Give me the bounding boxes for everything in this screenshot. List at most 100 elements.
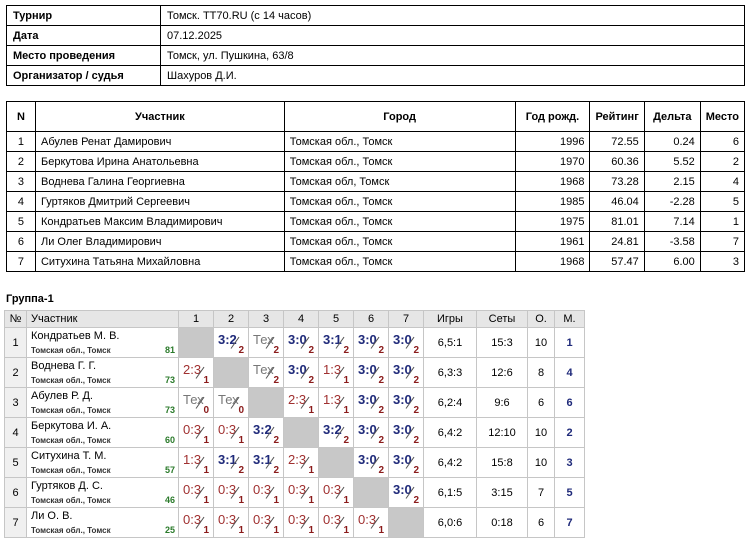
participant-delta: 6.00: [643, 251, 701, 272]
participant-name: Кондратьев Максим Владимирович: [34, 211, 285, 232]
match-result: 0:3 1: [319, 478, 353, 507]
tournament-info-table: Турнир Томск. TT70.RU (с 14 часов) Дата 07.…: [6, 5, 745, 86]
match-result-cell: 0:3 1: [318, 507, 354, 538]
match-points: 1: [203, 435, 209, 446]
match-result: 0:3 1: [179, 418, 213, 447]
match-points: 1: [203, 375, 209, 386]
group-title: Группа-1: [6, 293, 54, 305]
match-result: 0:3 1: [284, 478, 318, 507]
match-result: 3:0 2: [389, 418, 423, 447]
match-score: 3:1: [218, 452, 237, 467]
group-header-points: О.: [527, 310, 555, 328]
match-result-cell: 3:1 2: [213, 447, 249, 478]
match-result-cell: 0:3 1: [248, 507, 284, 538]
participant-name: Ситухина Татьяна Михайловна: [34, 251, 285, 272]
match-score: 3:2: [253, 422, 272, 437]
match-score: 3:0: [393, 482, 412, 497]
group-player-cell: Абулев Р. Д. Томская обл., Томск 73: [26, 387, 179, 418]
match-score: 2:3: [288, 392, 307, 407]
participant-place: 5: [699, 191, 746, 212]
participants-column-header: N: [6, 101, 36, 132]
match-result: 3:2 2: [214, 328, 248, 357]
match-result: 3:0 2: [354, 448, 388, 477]
match-result-cell: 3:0 2: [388, 477, 424, 508]
match-score: 0:3: [183, 422, 202, 437]
match-result-cell: 1:3 1: [318, 387, 354, 418]
participant-rating: 24.81: [589, 231, 645, 252]
group-player-city: Томская обл., Томск: [31, 466, 111, 475]
participant-delta: -2.28: [643, 191, 701, 212]
match-score: 0:3: [218, 512, 237, 527]
group-header-opponent: 1: [178, 310, 214, 328]
match-points: 1: [238, 495, 244, 506]
match-points: 2: [413, 495, 419, 506]
match-score: 3:2: [218, 332, 237, 347]
match-points: 1: [308, 405, 314, 416]
participant-number: 5: [6, 211, 36, 232]
match-result-cell: 1:3 1: [318, 357, 354, 388]
group-row-number: 6: [4, 477, 27, 508]
match-points: 1: [308, 465, 314, 476]
match-score: 3:0: [393, 362, 412, 377]
group-player-cell: Ситухина Т. М. Томская обл., Томск 57: [26, 447, 179, 478]
match-points: 2: [378, 405, 384, 416]
group-header-opponent: 6: [353, 310, 389, 328]
info-label: Турнир: [6, 5, 161, 26]
group-self-cell: [353, 477, 389, 508]
match-points: 1: [238, 435, 244, 446]
match-points: 2: [413, 345, 419, 356]
group-row: 7 Ли О. В. Томская обл., Томск 25 0:3 1 0:3 1 0:…: [4, 507, 585, 538]
match-result: 0:3 1: [214, 508, 248, 537]
participant-row: 7 Ситухина Татьяна Михайловна Томская обл.…: [6, 251, 746, 272]
match-result: 0:3 1: [284, 508, 318, 537]
match-result: 0:3 1: [179, 478, 213, 507]
group-row: 2 Воднева Г. Г. Томская обл., Томск 73 2:3 1 Т…: [4, 357, 585, 388]
info-row: Организатор / судья Шахуров Д.И.: [6, 65, 745, 86]
participant-number: 4: [6, 191, 36, 212]
group-header-row: № Участник 1 2 3 4 5 6 7 Игры Сеты О. М.: [4, 310, 585, 328]
match-result: Тех 2: [249, 358, 283, 387]
match-result-cell: 3:0 2: [388, 327, 424, 358]
participant-city: Томская обл., Томск: [283, 151, 516, 172]
match-result: 3:0 2: [284, 358, 318, 387]
match-score: 1:3: [323, 362, 342, 377]
participant-name: Гуртяков Дмитрий Сергеевич: [34, 191, 285, 212]
group-place: 3: [554, 447, 585, 478]
match-result: Тех 2: [249, 328, 283, 357]
match-score: 3:1: [253, 452, 272, 467]
participant-rating: 57.47: [589, 251, 645, 272]
match-points: 1: [378, 525, 384, 536]
match-score: 3:2: [323, 422, 342, 437]
group-games: 6,3:3: [423, 357, 477, 388]
match-result: Тех 0: [179, 388, 213, 417]
match-result-cell: 0:3 1: [353, 507, 389, 538]
group-row: 1 Кондратьев М. В. Томская обл., Томск 81 3:…: [4, 327, 585, 358]
match-score: 3:0: [288, 332, 307, 347]
participant-row: 6 Ли Олег Владимирович Томская обл., Томск…: [6, 231, 746, 252]
match-result: 0:3 1: [214, 418, 248, 447]
match-result-cell: 3:0 2: [283, 357, 319, 388]
group-row-number: 2: [4, 357, 27, 388]
match-score: 3:0: [358, 392, 377, 407]
match-points: 1: [343, 525, 349, 536]
group-player-rating: 81: [164, 345, 175, 355]
group-games: 6,0:6: [423, 507, 477, 538]
group-points: 6: [527, 387, 555, 418]
match-result: 3:0 2: [389, 328, 423, 357]
group-header-place: М.: [554, 310, 585, 328]
match-result-cell: 0:3 1: [248, 477, 284, 508]
group-games: 6,2:4: [423, 387, 477, 418]
group-points: 6: [527, 507, 555, 538]
match-points: 2: [238, 465, 244, 476]
info-row: Дата 07.12.2025: [6, 25, 745, 46]
match-score: 3:0: [393, 392, 412, 407]
match-result-cell: 3:1 2: [248, 447, 284, 478]
participant-city: Томская обл, Томск: [283, 171, 516, 192]
match-result-cell: Тех 0: [178, 387, 214, 418]
group-points: 10: [527, 417, 555, 448]
match-result-cell: 3:0 2: [388, 417, 424, 448]
match-result-cell: 3:0 2: [353, 447, 389, 478]
group-player-rating: 25: [164, 525, 175, 535]
match-points: 2: [273, 375, 279, 386]
participant-rating: 73.28: [589, 171, 645, 192]
